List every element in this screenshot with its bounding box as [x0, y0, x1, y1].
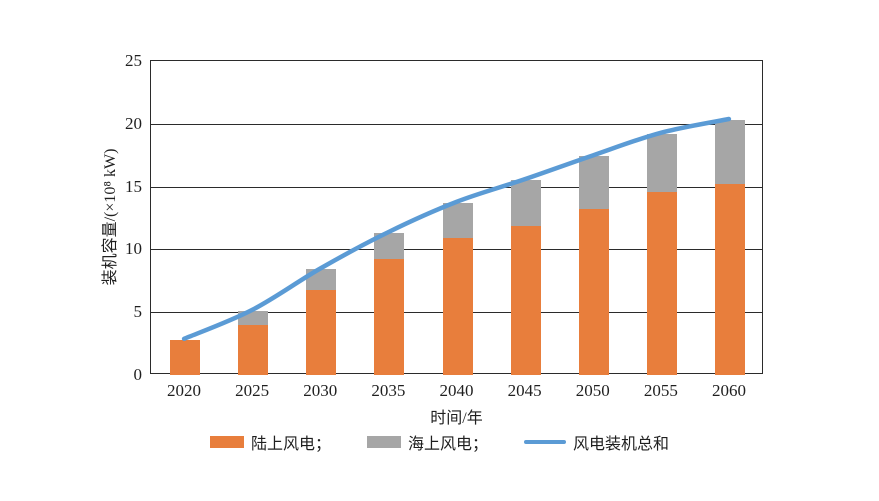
total-line-swatch-icon: [524, 440, 566, 444]
bar-2025-onshore: [238, 324, 269, 375]
x-tick-label-2025: 2025: [235, 381, 270, 400]
bar-2050-onshore: [578, 209, 609, 375]
bar-2030-offshore: [306, 269, 337, 290]
legend-label-total: 风电装机总和: [573, 436, 670, 453]
bar-2025-offshore: [238, 310, 269, 325]
x-axis-title: 时间/年: [430, 410, 483, 427]
bar-2020-onshore: [170, 339, 201, 375]
bar-2060-onshore: [714, 184, 745, 375]
plot-area: [150, 60, 763, 375]
x-tick-label-2035: 2035: [371, 381, 406, 400]
bar-2045-offshore: [510, 180, 541, 226]
y-tick-label-5: 5: [133, 302, 143, 322]
bar-2040-onshore: [442, 238, 473, 375]
x-tick-label-2050: 2050: [575, 381, 610, 400]
bar-2035-offshore: [374, 233, 405, 260]
x-tick-label-2020: 2020: [167, 381, 202, 400]
y-axis-title: 装机容量/(×10⁸ kW): [102, 148, 119, 286]
x-tick-label-2030: 2030: [303, 381, 338, 400]
bar-2040-offshore: [442, 202, 473, 239]
onshore-swatch-icon: [209, 436, 244, 448]
bar-2035-onshore: [374, 259, 405, 375]
legend-item-total: 风电装机总和: [524, 430, 669, 454]
x-tick-label-2040: 2040: [439, 381, 474, 400]
bar-2050-offshore: [578, 156, 609, 210]
gridline-20: [151, 123, 762, 125]
legend-item-offshore: 海上风电；: [366, 430, 488, 454]
bar-2055-offshore: [646, 133, 677, 192]
y-tick-label-10: 10: [125, 239, 142, 259]
bar-2030-onshore: [306, 289, 337, 375]
y-tick-label-15: 15: [125, 176, 142, 196]
bar-2055-onshore: [646, 191, 677, 375]
legend-item-onshore: 陆上风电；: [209, 430, 331, 454]
bar-2045-onshore: [510, 225, 541, 375]
y-tick-label-0: 0: [133, 365, 143, 384]
legend-label-offshore: 海上风电；: [407, 436, 488, 453]
y-tick-label-20: 20: [125, 113, 142, 133]
offshore-swatch-icon: [366, 436, 401, 448]
x-tick-label-2045: 2045: [507, 381, 542, 400]
x-tick-label-2055: 2055: [643, 381, 678, 400]
y-tick-label-25: 25: [125, 51, 142, 70]
legend-label-onshore: 陆上风电；: [250, 436, 331, 453]
legend: 陆上风电； 海上风电； 风电装机总和: [0, 430, 879, 454]
bar-2060-offshore: [714, 120, 745, 185]
x-tick-label-2060: 2060: [711, 381, 746, 400]
